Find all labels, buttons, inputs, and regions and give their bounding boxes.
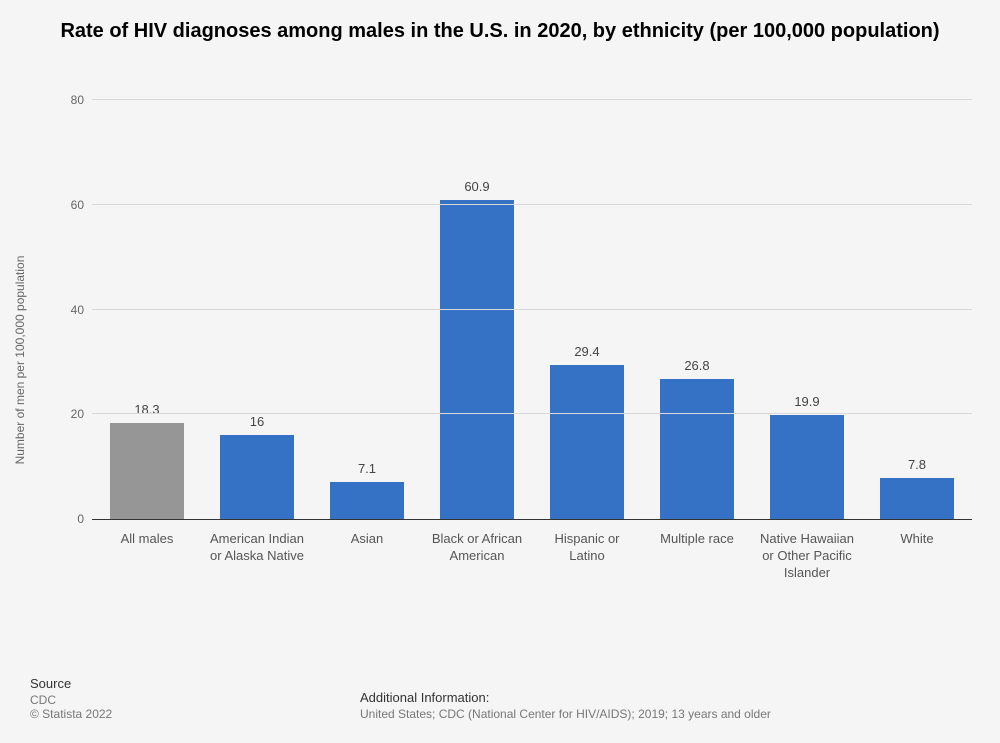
bar-value-label: 7.8 [908,457,926,472]
bar-slot: 16 [202,100,312,519]
bar-slot: 26.8 [642,100,752,519]
chart-container: Rate of HIV diagnoses among males in the… [0,0,1000,743]
bar: 7.1 [330,482,405,519]
bars-group: 18.3 16 7.1 60.9 29.4 26.8 19.9 7.8 [92,100,972,519]
x-axis-category-label: American Indian or Alaska Native [202,525,312,582]
x-axis-category-label: Multiple race [642,525,752,582]
bar-value-label: 29.4 [574,344,599,359]
bar-value-label: 19.9 [794,394,819,409]
ytick-label: 40 [71,303,84,317]
bar-value-label: 26.8 [684,358,709,373]
bar-slot: 7.1 [312,100,422,519]
bar: 60.9 [440,200,515,519]
plot-area: 18.3167.160.929.426.819.97.8 020406080 [92,100,972,520]
copyright-text: © Statista 2022 [30,707,112,721]
bar: 7.8 [880,478,955,519]
additional-heading: Additional Information: [360,690,771,705]
grid-line [92,309,972,310]
x-axis-category-label: All males [92,525,202,582]
bar-slot: 60.9 [422,100,532,519]
footer-source-block: Source CDC © Statista 2022 [30,676,112,721]
grid-line [92,204,972,205]
bar-slot: 18.3 [92,100,202,519]
y-axis-label: Number of men per 100,000 population [13,256,27,465]
ytick-label: 20 [71,407,84,421]
bar-slot: 19.9 [752,100,862,519]
x-axis-category-label: Native Hawaiian or Other Pacific Islande… [752,525,862,582]
source-text: CDC [30,693,112,707]
grid-line [92,413,972,414]
bar: 19.9 [770,415,845,519]
x-axis-category-label: Black or African American [422,525,532,582]
bar-value-label: 7.1 [358,461,376,476]
ytick-label: 80 [71,93,84,107]
bar: 29.4 [550,365,625,519]
chart-title: Rate of HIV diagnoses among males in the… [0,0,1000,45]
x-axis-category-label: Hispanic or Latino [532,525,642,582]
bar-value-label: 60.9 [464,179,489,194]
x-axis-category-label: White [862,525,972,582]
bar-slot: 7.8 [862,100,972,519]
bar: 26.8 [660,379,735,519]
ytick-label: 0 [77,512,84,526]
x-axis-category-label: Asian [312,525,422,582]
grid-line [92,99,972,100]
source-heading: Source [30,676,112,691]
bar-value-label: 18.3 [134,402,159,417]
bar: 16 [220,435,295,519]
bar-value-label: 16 [250,414,264,429]
ytick-label: 60 [71,198,84,212]
footer-additional-block: Additional Information: United States; C… [360,690,771,721]
bar: 18.3 [110,423,185,519]
bar-slot: 29.4 [532,100,642,519]
chart-area: Number of men per 100,000 population 18.… [62,100,972,620]
x-axis-labels: All malesAmerican Indian or Alaska Nativ… [92,525,972,582]
additional-text: United States; CDC (National Center for … [360,707,771,721]
